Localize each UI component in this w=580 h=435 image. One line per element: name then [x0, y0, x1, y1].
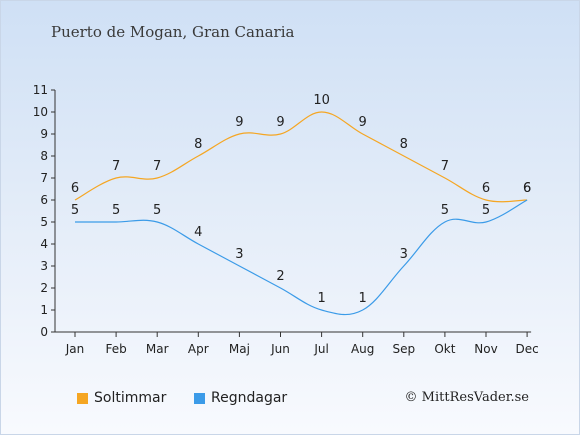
x-tick-label: Feb	[105, 342, 126, 356]
y-tick-label: 2	[40, 281, 48, 295]
legend-label-soltimmar: Soltimmar	[94, 390, 167, 406]
x-tick-label: Dec	[515, 342, 538, 356]
series-line-regndagar	[75, 199, 528, 316]
data-label-regndagar: 3	[235, 247, 243, 262]
data-label-regndagar: 6	[523, 181, 531, 196]
legend-swatch-regndagar	[194, 392, 205, 404]
y-tick-label: 1	[40, 303, 48, 317]
data-label-regndagar: 2	[276, 269, 284, 284]
y-tick-label: 11	[33, 83, 48, 97]
legend-item-soltimmar: Soltimmar	[77, 390, 166, 406]
y-tick-label: 8	[40, 149, 48, 163]
x-tick-label: Jan	[65, 342, 85, 356]
legend-swatch-soltimmar	[77, 392, 88, 404]
x-tick-label: Aug	[351, 342, 374, 356]
page-title: Puerto de Mogan, Gran Canaria	[51, 23, 295, 41]
x-tick-label: Jun	[270, 342, 290, 356]
legend-label-regndagar: Regndagar	[211, 390, 288, 406]
y-tick-label: 9	[40, 127, 48, 141]
data-label-regndagar: 1	[317, 291, 325, 306]
data-label-soltimmar: 9	[276, 115, 284, 130]
y-tick-label: 6	[40, 193, 48, 207]
data-label-soltimmar: 6	[71, 181, 79, 196]
y-tick-label: 7	[40, 171, 48, 185]
data-label-soltimmar: 6	[523, 181, 531, 196]
data-label-regndagar: 5	[112, 203, 120, 218]
axes	[51, 89, 532, 337]
data-label-soltimmar: 8	[194, 137, 202, 152]
data-label-soltimmar: 10	[313, 93, 330, 108]
y-tick-label: 3	[40, 259, 48, 273]
legend-item-regndagar: Regndagar	[194, 390, 287, 406]
data-label-soltimmar: 7	[112, 159, 120, 174]
data-label-soltimmar: 7	[153, 159, 161, 174]
x-tick-label: Mar	[146, 342, 169, 356]
y-tick-label: 10	[33, 105, 48, 119]
data-label-regndagar: 5	[71, 203, 79, 218]
data-label-soltimmar: 9	[359, 115, 367, 130]
series-lines	[74, 111, 528, 316]
series-line-soltimmar	[74, 111, 528, 203]
data-label-regndagar: 1	[359, 291, 367, 306]
data-label-soltimmar: 9	[235, 115, 243, 130]
x-tick-label: Sep	[392, 342, 415, 356]
y-tick-label: 4	[40, 237, 48, 251]
x-tick-label: Nov	[474, 342, 497, 356]
data-label-regndagar: 5	[482, 203, 490, 218]
data-label-regndagar: 5	[441, 203, 449, 218]
x-tick-label: Maj	[229, 342, 250, 356]
y-tick-label: 5	[40, 215, 48, 229]
data-label-regndagar: 5	[153, 203, 161, 218]
x-tick-label: Apr	[188, 342, 209, 356]
data-label-regndagar: 4	[194, 225, 202, 240]
credit-text: © MittResVader.se	[404, 390, 529, 405]
y-tick-label: 0	[40, 325, 48, 339]
x-tick-label: Jul	[313, 342, 328, 356]
data-label-soltimmar: 8	[400, 137, 408, 152]
data-label-soltimmar: 7	[441, 159, 449, 174]
data-label-soltimmar: 6	[482, 181, 490, 196]
x-tick-label: Okt	[434, 342, 455, 356]
data-label-regndagar: 3	[400, 247, 408, 262]
